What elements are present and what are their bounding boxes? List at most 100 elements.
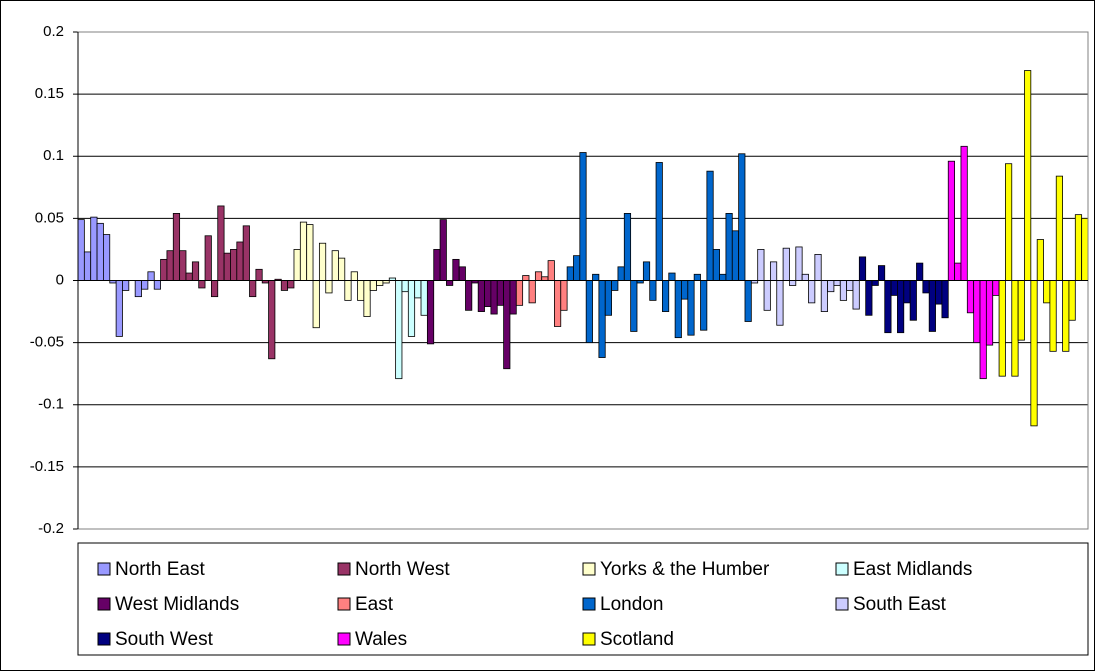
bar bbox=[871, 280, 879, 286]
bar bbox=[763, 280, 771, 311]
legend-swatch bbox=[835, 597, 849, 611]
bar bbox=[522, 275, 530, 281]
legend-swatch bbox=[97, 632, 111, 646]
bar bbox=[935, 280, 943, 305]
bar bbox=[477, 280, 485, 312]
bar bbox=[503, 280, 511, 370]
bar bbox=[509, 280, 517, 315]
bar bbox=[363, 280, 371, 317]
bar bbox=[331, 250, 339, 281]
bar bbox=[306, 224, 314, 281]
bar bbox=[484, 280, 492, 307]
bar bbox=[1068, 280, 1076, 321]
y-tick-label: 0.1 bbox=[43, 147, 64, 164]
bar bbox=[668, 272, 676, 281]
bar bbox=[153, 280, 161, 290]
bar bbox=[103, 234, 111, 281]
legend-label: South East bbox=[853, 594, 947, 615]
legend-label: North West bbox=[355, 559, 450, 580]
legend-label: Wales bbox=[355, 629, 407, 650]
bar bbox=[287, 280, 295, 289]
bar bbox=[966, 280, 975, 314]
bar bbox=[566, 266, 574, 281]
bar bbox=[573, 255, 581, 281]
bar bbox=[687, 280, 695, 336]
bar bbox=[141, 280, 149, 290]
bar bbox=[782, 247, 790, 281]
bar bbox=[744, 280, 752, 322]
bar bbox=[357, 280, 365, 301]
bar bbox=[414, 280, 422, 299]
bar bbox=[446, 280, 454, 286]
bar bbox=[598, 280, 606, 358]
legend: North East North West Yorks & the Humber Ea… bbox=[77, 542, 1089, 656]
bar bbox=[592, 273, 600, 281]
bar bbox=[344, 280, 352, 301]
bar bbox=[350, 271, 358, 281]
bar bbox=[541, 276, 549, 281]
bar bbox=[1036, 239, 1044, 281]
bar bbox=[204, 235, 212, 281]
bar bbox=[1005, 163, 1013, 281]
bar bbox=[185, 272, 193, 281]
bar bbox=[458, 266, 466, 281]
y-tick-label: 0.05 bbox=[35, 209, 64, 226]
bar bbox=[420, 280, 428, 316]
bar bbox=[903, 280, 911, 304]
bar bbox=[897, 280, 905, 334]
bar bbox=[1017, 280, 1025, 341]
bar bbox=[160, 258, 168, 281]
bar bbox=[338, 257, 346, 281]
bar bbox=[312, 280, 320, 329]
bar bbox=[376, 280, 384, 286]
bar bbox=[217, 205, 225, 281]
bar bbox=[757, 249, 765, 281]
legend-swatch bbox=[337, 597, 351, 611]
bar bbox=[547, 260, 555, 281]
legend-label: South West bbox=[115, 629, 214, 650]
bar bbox=[268, 280, 276, 360]
legend-swatch bbox=[337, 562, 351, 576]
bar bbox=[642, 261, 651, 281]
bar bbox=[242, 225, 250, 281]
bar bbox=[293, 249, 301, 281]
bar bbox=[611, 280, 619, 291]
bar bbox=[1024, 70, 1032, 281]
bar bbox=[90, 216, 98, 281]
bar bbox=[712, 249, 720, 281]
bar bbox=[852, 280, 860, 310]
bar bbox=[738, 153, 746, 281]
bar bbox=[318, 242, 327, 281]
bar bbox=[426, 280, 435, 345]
bar bbox=[649, 280, 657, 301]
bar bbox=[83, 251, 92, 281]
bar bbox=[401, 280, 409, 293]
bar bbox=[947, 160, 956, 281]
legend-label: London bbox=[600, 594, 663, 615]
legend-label: West Midlands bbox=[115, 594, 239, 615]
bar bbox=[255, 268, 263, 281]
y-tick-label: -0.05 bbox=[30, 334, 64, 351]
bar bbox=[534, 271, 543, 281]
bar bbox=[941, 280, 949, 319]
legend-label: East Midlands bbox=[853, 559, 972, 580]
bar bbox=[954, 262, 962, 281]
bar bbox=[96, 222, 104, 281]
bar bbox=[515, 280, 524, 306]
bar bbox=[407, 280, 416, 337]
bar bbox=[554, 280, 562, 327]
bar bbox=[623, 213, 632, 281]
bar bbox=[928, 280, 936, 332]
bar bbox=[585, 280, 593, 344]
bar bbox=[700, 280, 708, 331]
legend-swatch bbox=[835, 562, 849, 576]
bar bbox=[166, 250, 174, 281]
bar bbox=[122, 280, 130, 291]
bar bbox=[693, 273, 701, 281]
bar bbox=[1011, 280, 1019, 377]
bar bbox=[179, 250, 187, 281]
bar bbox=[992, 280, 1000, 296]
bar bbox=[147, 271, 155, 281]
